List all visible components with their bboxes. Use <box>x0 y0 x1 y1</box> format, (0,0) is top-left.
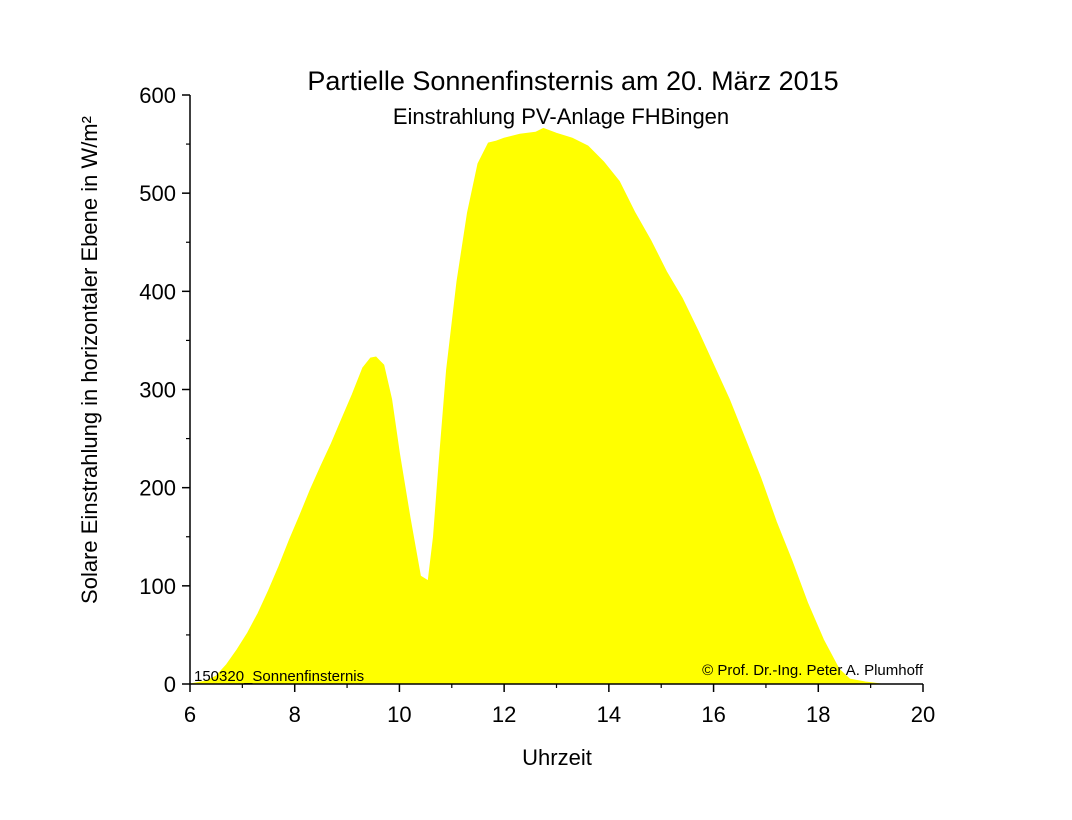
chart-title: Partielle Sonnenfinsternis am 20. März 2… <box>307 66 838 96</box>
annotation-bottom-left: 150320_Sonnenfinsternis <box>194 668 364 685</box>
series-area-0 <box>189 127 923 685</box>
x-tick-label: 14 <box>597 702 621 727</box>
y-tick-label: 200 <box>139 476 176 501</box>
y-tick-label: 100 <box>139 574 176 599</box>
y-tick-label: 600 <box>139 83 176 108</box>
annotation-bottom-right: © Prof. Dr.-Ing. Peter A. Plumhoff <box>702 662 924 679</box>
y-tick-label: 0 <box>164 672 176 697</box>
y-tick-label: 300 <box>139 378 176 403</box>
y-axis-label: Solare Einstrahlung in horizontaler Eben… <box>77 116 102 604</box>
x-tick-label: 18 <box>806 702 830 727</box>
x-tick-label: 8 <box>289 702 301 727</box>
x-tick-label: 16 <box>701 702 725 727</box>
x-tick-label: 6 <box>184 702 196 727</box>
x-axis-label: Uhrzeit <box>522 745 592 770</box>
chart-subtitle: Einstrahlung PV-Anlage FHBingen <box>393 104 729 129</box>
area-layer <box>189 127 923 685</box>
x-tick-label: 20 <box>911 702 935 727</box>
x-tick-label: 12 <box>492 702 516 727</box>
y-tick-label: 400 <box>139 279 176 304</box>
y-tick-label: 500 <box>139 181 176 206</box>
x-tick-label: 10 <box>387 702 411 727</box>
